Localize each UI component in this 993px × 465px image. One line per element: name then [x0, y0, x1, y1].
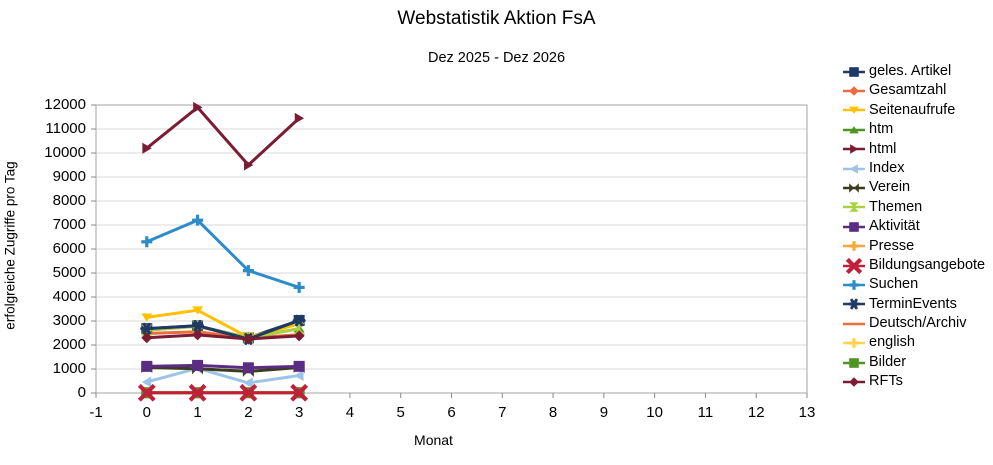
svg-text:10000: 10000	[44, 144, 86, 161]
svg-text:3000: 3000	[53, 312, 86, 329]
svg-text:13: 13	[799, 404, 816, 421]
svg-text:5: 5	[397, 404, 405, 421]
svg-text:8000: 8000	[53, 192, 86, 209]
svg-text:10: 10	[646, 404, 663, 421]
svg-text:4000: 4000	[53, 288, 86, 305]
svg-text:0: 0	[143, 404, 151, 421]
svg-text:12: 12	[748, 404, 765, 421]
svg-text:1: 1	[193, 404, 201, 421]
svg-text:5000: 5000	[53, 264, 86, 281]
svg-text:1000: 1000	[53, 360, 86, 377]
svg-text:6000: 6000	[53, 240, 86, 257]
svg-text:2000: 2000	[53, 336, 86, 353]
svg-text:11: 11	[698, 404, 714, 421]
svg-text:9: 9	[600, 404, 608, 421]
svg-text:4: 4	[346, 404, 354, 421]
svg-text:6: 6	[447, 404, 455, 421]
svg-text:8: 8	[549, 404, 557, 421]
svg-text:11000: 11000	[45, 120, 86, 137]
svg-text:12000: 12000	[44, 96, 86, 113]
svg-text:7000: 7000	[53, 216, 86, 233]
svg-text:7: 7	[498, 404, 506, 421]
svg-text:-1: -1	[89, 404, 102, 421]
svg-text:3: 3	[295, 404, 303, 421]
svg-text:9000: 9000	[53, 168, 86, 185]
svg-text:2: 2	[244, 404, 252, 421]
svg-text:0: 0	[78, 384, 86, 401]
